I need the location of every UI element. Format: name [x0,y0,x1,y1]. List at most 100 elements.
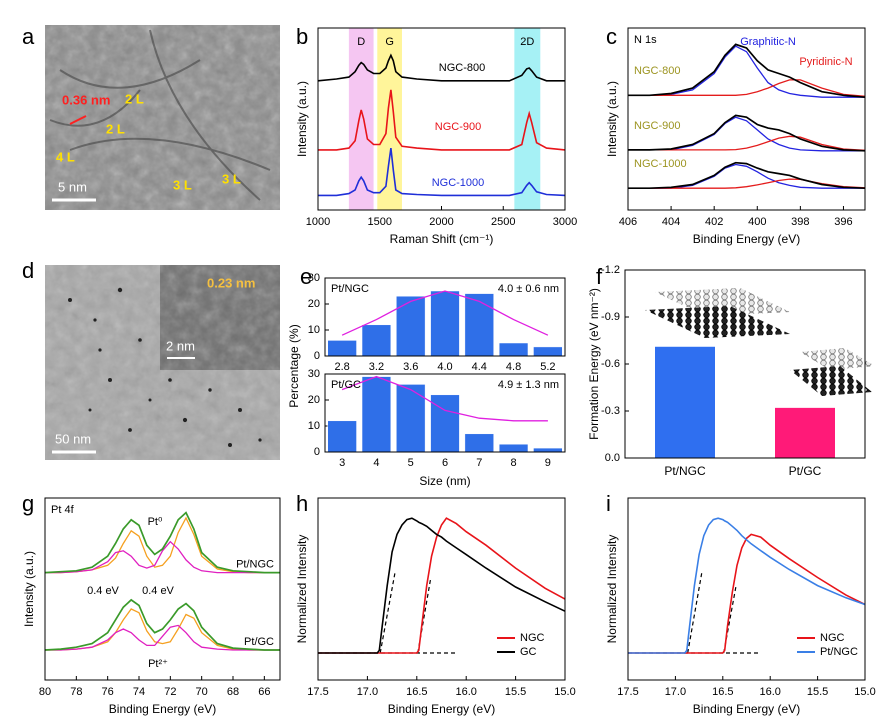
component-curve [45,624,280,651]
component-label: Graphitic-N [740,36,796,48]
x-axis-label: Binding Energy (eV) [388,702,495,716]
x-axis-label: Binding Energy (eV) [693,232,800,246]
data-line [318,89,566,151]
x-tick-label: 80 [39,686,51,698]
bar [655,346,715,458]
component-label: Pt⁰ [148,516,163,528]
bar [533,346,563,357]
component-label: Pyridinic-N [799,56,852,68]
tem-image-a [45,25,280,210]
scale-bar-label: 50 nm [55,431,91,446]
band [377,28,402,210]
plot-title: N 1s [634,34,657,46]
x-tick-label: 72 [164,686,176,698]
image-label: 4 L [56,149,75,164]
x-tick-label: 8 [511,457,517,469]
y-tick-label: -0.9 [601,311,620,323]
structure-illustration [645,288,875,396]
fit-line [417,578,432,654]
panel-letter: b [296,24,308,49]
x-tick-label: 70 [196,686,208,698]
tem-image-d [45,265,280,460]
band-label: D [357,36,365,48]
sample-label: Pt/GC [244,636,274,648]
y-axis-label: Formation Energy (eV nm⁻²) [587,288,601,440]
annotation: 0.4 eV [87,585,119,597]
panel-letter: g [22,491,34,516]
annotation: 4.9 ± 1.3 nm [498,379,559,391]
component-label: Pt²⁺ [148,658,168,670]
x-tick-label: 406 [619,216,637,228]
image-label: 0.36 nm [62,92,110,107]
bar [464,433,494,453]
bar [361,376,392,453]
x-tick-label: 3000 [553,216,577,228]
x-tick-label: 15.5 [505,686,526,698]
x-tick-label: 16.5 [406,686,427,698]
component-curve [628,45,865,98]
bar [775,407,835,458]
bar [533,447,563,453]
legend-label: GC [520,646,537,658]
x-tick-label: 2.8 [334,361,349,373]
panel-letter: a [22,24,35,49]
plot-frame [317,497,566,681]
panel-letter: h [296,491,308,516]
component-curve [45,540,280,574]
fit-curve [341,290,549,336]
bar [498,342,529,357]
bar [396,384,426,453]
y-axis-label: Intensity (a.u.) [22,551,36,627]
component-curve [45,516,280,574]
subplot-label: Pt/GC [331,379,361,391]
data-line [628,517,866,654]
data-line [318,517,566,654]
x-tick-label: 15.0 [554,686,575,698]
series-label: NGC-800 [439,62,485,74]
image-label: 2 L [125,91,144,106]
y-tick-label: 10 [308,420,320,432]
y-tick-label: 10 [308,324,320,336]
x-tick-label: 9 [545,457,551,469]
y-tick-label: 30 [308,272,320,284]
x-tick-label: 7 [476,457,482,469]
y-tick-label: 0 [314,446,320,458]
image-label: 3 L [222,171,241,186]
x-tick-label: 4.8 [506,361,521,373]
x-tick-label: 76 [102,686,114,698]
x-tick-label: 398 [791,216,809,228]
x-axis-label: Size (nm) [419,474,470,488]
image-label: 0.23 nm [207,275,255,290]
y-tick-label: 20 [308,298,320,310]
data-line [317,53,565,82]
fit-curve [341,375,548,422]
bar [396,295,426,357]
x-axis-label: Binding Energy (eV) [109,702,216,716]
bar [327,340,357,357]
x-tick-label: 396 [834,216,852,228]
plot-frame [627,497,866,681]
y-axis-label: Normalized Intensity [605,535,619,644]
x-tick-label: Pt/NGC [664,464,706,478]
x-tick-label: 1500 [368,216,392,228]
x-tick-label: 4.4 [472,361,487,373]
sample-label: NGC-900 [634,120,680,132]
x-tick-label: 74 [133,686,145,698]
envelope-curve [628,43,866,99]
band [348,28,374,210]
x-tick-label: 4.0 [437,361,452,373]
y-axis-label: Intensity (a.u.) [295,81,309,157]
x-tick-label: 3.2 [369,361,384,373]
y-tick-label: 20 [308,394,320,406]
x-tick-label: 2500 [491,216,515,228]
legend-label: NGC [820,632,845,644]
x-tick-label: 78 [70,686,82,698]
bar [361,324,392,357]
bar [498,443,529,453]
component-curve [628,79,866,97]
x-tick-label: 17.0 [665,686,686,698]
x-tick-label: 3 [339,457,345,469]
x-tick-label: 400 [748,216,766,228]
x-tick-label: 3.6 [403,361,418,373]
